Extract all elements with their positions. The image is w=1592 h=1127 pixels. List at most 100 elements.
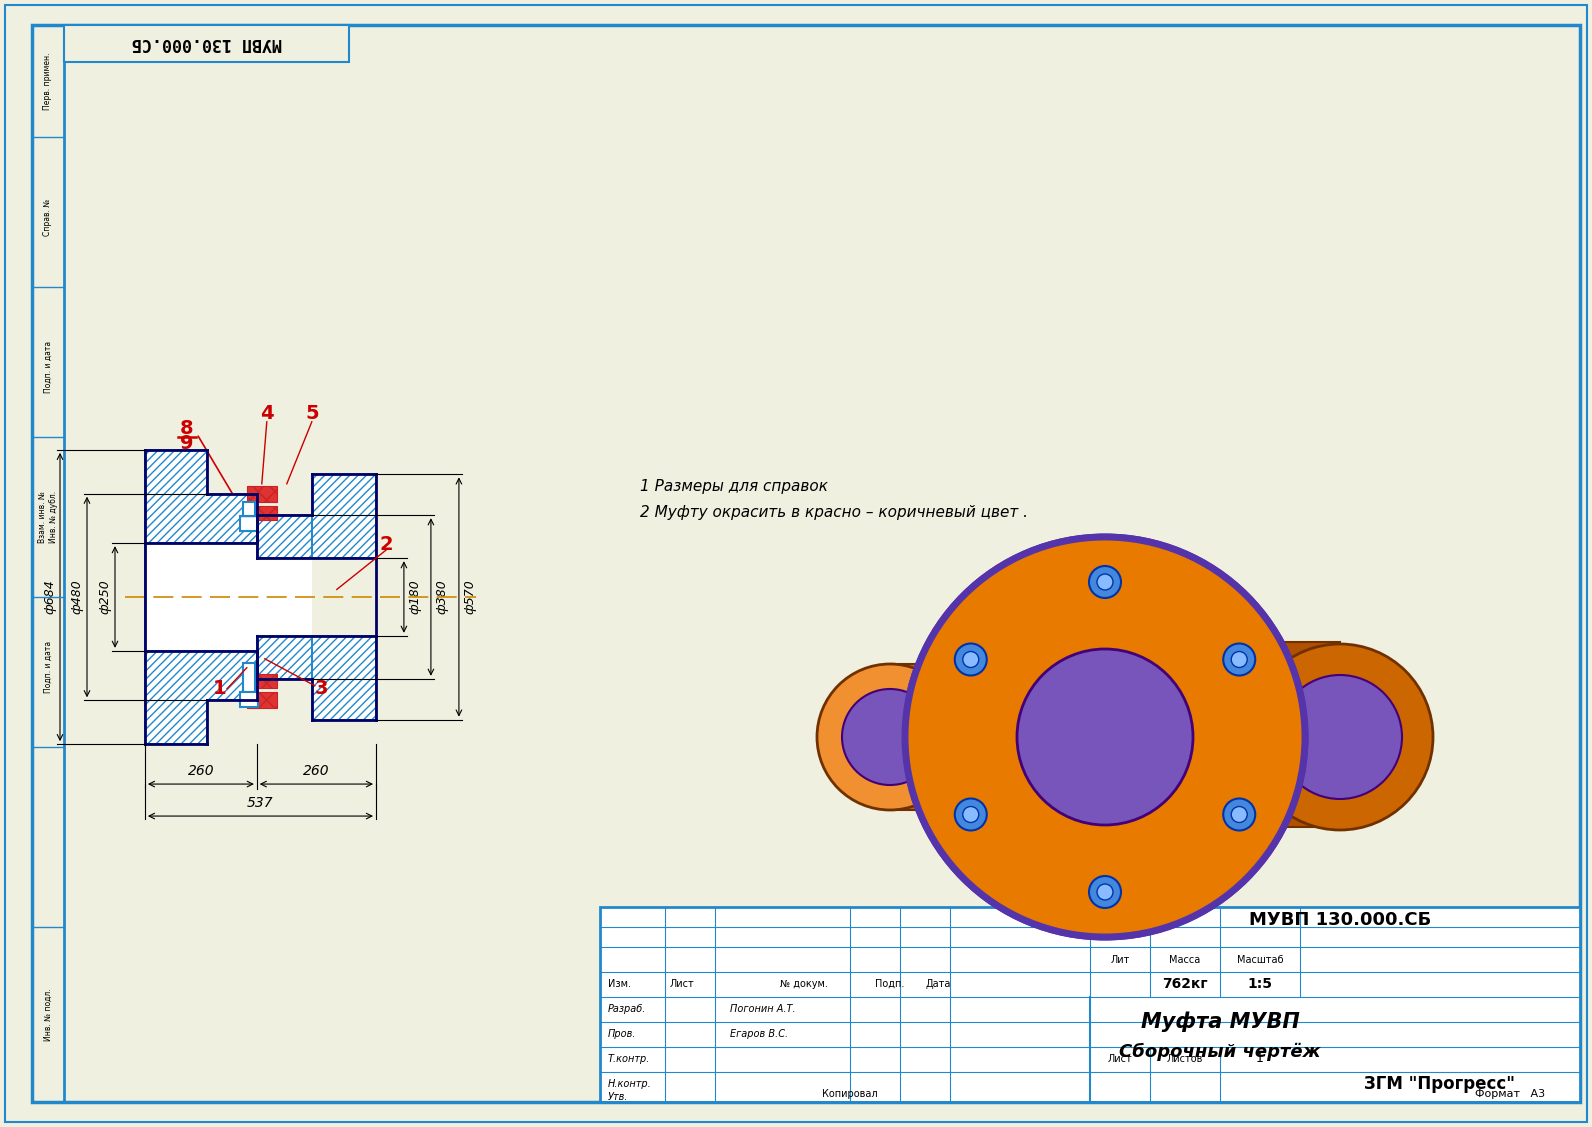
Circle shape (1231, 807, 1247, 823)
Circle shape (904, 536, 1305, 937)
Bar (247, 486, 277, 502)
Text: 762кг: 762кг (1162, 977, 1208, 991)
Bar (256, 558, 312, 636)
Circle shape (1089, 566, 1121, 598)
Text: Н.контр.: Н.контр. (608, 1079, 651, 1089)
Text: 8: 8 (180, 419, 194, 438)
Bar (145, 543, 256, 650)
Circle shape (817, 664, 963, 810)
Text: Перв. примен.: Перв. примен. (43, 52, 53, 109)
Text: 537: 537 (247, 796, 274, 810)
Circle shape (1089, 566, 1121, 598)
Text: 1 Размеры для справок: 1 Размеры для справок (640, 479, 828, 495)
Circle shape (1231, 807, 1247, 823)
Circle shape (955, 799, 987, 831)
Text: Подп.: Подп. (876, 979, 904, 990)
Circle shape (1223, 644, 1254, 675)
Circle shape (1223, 799, 1254, 831)
Bar (247, 692, 277, 708)
Bar (1043, 664, 1055, 810)
Circle shape (955, 644, 987, 675)
Circle shape (1231, 651, 1247, 667)
Polygon shape (312, 636, 376, 719)
Text: 2 Муфту окрасить в красно – коричневый цвет .: 2 Муфту окрасить в красно – коричневый ц… (640, 505, 1028, 520)
Text: 1: 1 (1256, 1053, 1264, 1065)
Text: Копировал: Копировал (821, 1089, 877, 1099)
Circle shape (1089, 876, 1121, 908)
Text: Изм.: Изм. (608, 979, 630, 990)
Bar (247, 674, 277, 689)
Circle shape (1097, 884, 1113, 900)
Circle shape (1097, 884, 1113, 900)
Bar (1156, 642, 1340, 827)
Text: Справ. №: Справ. № (43, 198, 53, 236)
Text: Т.контр.: Т.контр. (608, 1054, 651, 1064)
Polygon shape (256, 636, 312, 678)
Text: № докум.: № докум. (780, 979, 828, 990)
Text: Листов: Листов (1167, 1054, 1204, 1064)
Bar (244, 502, 255, 531)
Text: ф250: ф250 (99, 579, 111, 614)
Circle shape (1097, 574, 1113, 591)
Bar (240, 692, 258, 708)
Text: ЗГМ "Прогресс": ЗГМ "Прогресс" (1364, 1075, 1516, 1093)
Bar (890, 664, 1055, 810)
Circle shape (1089, 876, 1121, 908)
Bar (247, 506, 277, 520)
Polygon shape (145, 597, 256, 744)
Text: 1: 1 (213, 680, 226, 699)
Polygon shape (145, 450, 256, 597)
Circle shape (955, 799, 987, 831)
Text: Муфта МУВП: Муфта МУВП (1140, 1012, 1299, 1032)
Circle shape (955, 644, 987, 675)
Text: ф684: ф684 (43, 579, 56, 614)
Circle shape (842, 689, 938, 786)
Text: МУВП 130.000.СБ: МУВП 130.000.СБ (132, 35, 282, 53)
Text: 9: 9 (180, 434, 194, 453)
Text: Лист: Лист (1108, 1054, 1132, 1064)
Text: Масса: Масса (1170, 955, 1200, 965)
Text: Разраб.: Разраб. (608, 1004, 646, 1014)
Polygon shape (312, 474, 376, 558)
Bar (600, 907, 1579, 1102)
Circle shape (1231, 651, 1247, 667)
Circle shape (1223, 644, 1254, 675)
Bar (64, 25, 349, 62)
Circle shape (963, 807, 979, 823)
Bar (244, 663, 255, 692)
Text: Дата: Дата (925, 979, 950, 990)
Circle shape (1017, 649, 1192, 825)
Bar (247, 506, 277, 520)
Circle shape (1017, 649, 1192, 825)
Text: 260: 260 (188, 764, 215, 778)
Text: Погонин А.Т.: Погонин А.Т. (731, 1004, 796, 1014)
Text: Формат   А3: Формат А3 (1474, 1089, 1546, 1099)
Bar (247, 486, 277, 502)
Circle shape (1097, 574, 1113, 591)
Text: Подп. и дата: Подп. и дата (43, 641, 53, 693)
Bar (247, 674, 277, 689)
Text: Лит: Лит (1110, 955, 1130, 965)
Circle shape (1223, 799, 1254, 831)
Text: ф380: ф380 (435, 579, 447, 614)
Text: Масштаб: Масштаб (1237, 955, 1283, 965)
Bar (247, 692, 277, 708)
Text: Лист: Лист (670, 979, 694, 990)
Text: Подп. и дата: Подп. и дата (43, 341, 53, 393)
Text: Егаров В.С.: Егаров В.С. (731, 1029, 788, 1039)
Text: Пров.: Пров. (608, 1029, 637, 1039)
Circle shape (904, 536, 1305, 937)
Text: МУВП 130.000.СБ: МУВП 130.000.СБ (1248, 911, 1431, 929)
Circle shape (963, 651, 979, 667)
Circle shape (1247, 644, 1433, 829)
Circle shape (1278, 675, 1403, 799)
Text: ф180: ф180 (408, 579, 420, 614)
Text: Утв.: Утв. (608, 1092, 629, 1102)
Bar (240, 516, 258, 531)
Text: 4: 4 (259, 405, 274, 424)
Text: 260: 260 (302, 764, 330, 778)
Text: Сборочный чертёж: Сборочный чертёж (1119, 1042, 1321, 1062)
Text: 5: 5 (306, 405, 318, 424)
Text: Инв. № подл.: Инв. № подл. (43, 988, 53, 1041)
Circle shape (963, 651, 979, 667)
